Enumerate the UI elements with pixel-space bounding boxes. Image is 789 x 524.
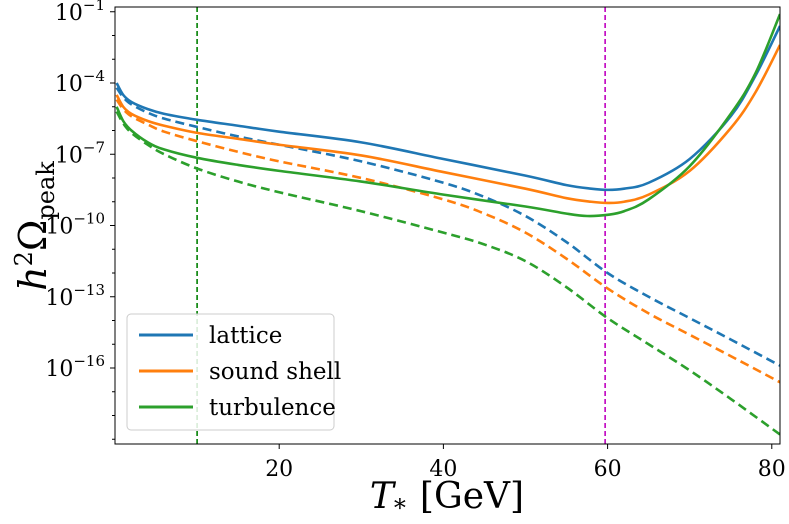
x-tick-label-80: 80 (758, 457, 786, 482)
x-axis-title-sub: * (394, 494, 406, 522)
y-axis-title: h2Ωpeak (10, 161, 60, 291)
legend-box (126, 313, 335, 431)
y-tick-label--10: 10−10 (45, 210, 105, 240)
y-axis-title-main: h (11, 266, 55, 290)
y-axis-title-greek: Ω (11, 220, 55, 252)
x-tick-label-60: 60 (594, 457, 622, 482)
y-axis-ticks: 10−1 10−4 10−7 10−10 10−13 10−16 (45, 0, 115, 440)
series-line-lattice (115, 25, 780, 192)
series-line-sound-shell (115, 44, 780, 205)
series-line-lattice-dashed (115, 87, 780, 367)
legend-label-lattice: lattice (209, 323, 282, 349)
x-axis-title-unit: [GeV] (420, 476, 524, 517)
y-tick-label--7: 10−7 (55, 138, 105, 168)
x-axis-title-main: T (370, 476, 397, 517)
y-tick-label--4: 10−4 (55, 67, 105, 97)
series-line-turbulence-dashed (115, 110, 780, 436)
x-axis-title: T* [GeV] (370, 476, 524, 522)
legend: lattice sound shell turbulence (126, 313, 341, 431)
legend-label-sound-shell: sound shell (209, 359, 341, 385)
legend-label-turbulence: turbulence (209, 395, 336, 421)
x-axis-ticks: 20 40 60 80 (265, 444, 786, 482)
x-tick-label-40: 40 (429, 457, 457, 482)
y-axis-title-sup: 2 (10, 251, 38, 266)
y-tick-label--13: 10−13 (45, 281, 105, 311)
series-line-turbulence (115, 13, 780, 218)
solid-series (115, 13, 780, 218)
x-tick-label-20: 20 (265, 457, 293, 482)
y-tick-label--1: 10−1 (55, 0, 105, 26)
y-axis-title-sub: peak (32, 161, 60, 220)
y-tick-label--16: 10−16 (45, 352, 105, 382)
